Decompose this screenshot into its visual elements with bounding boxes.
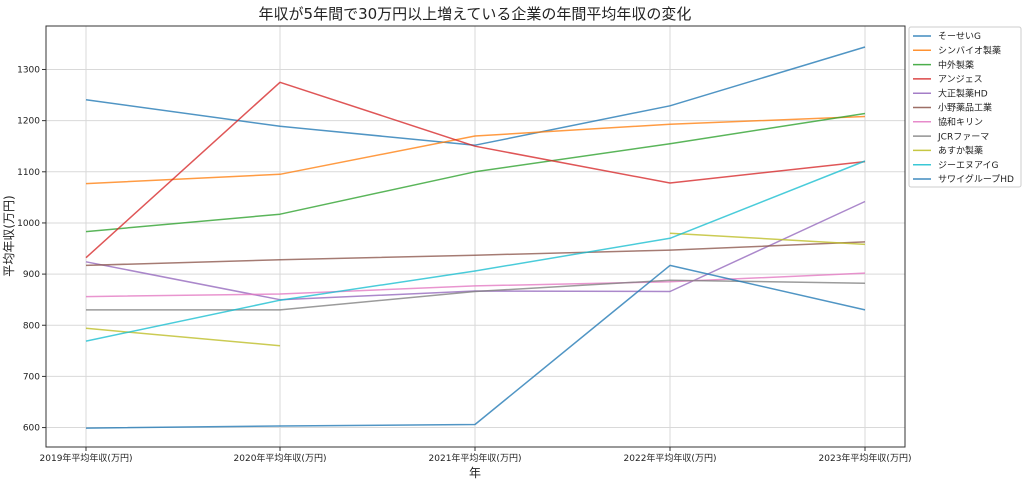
- y-tick-label: 700: [23, 372, 40, 382]
- x-tick-label: 2019年平均年収(万円): [40, 452, 133, 464]
- chart-title: 年収が5年間で30万円以上増えている企業の年間平均年収の変化: [259, 5, 692, 23]
- y-tick-label: 1000: [17, 219, 40, 229]
- grid-lines: [46, 26, 905, 447]
- series-line-7: [86, 279, 866, 311]
- legend-box: [908, 26, 1022, 188]
- series-line-6: [85, 272, 866, 298]
- series-lines: [85, 46, 866, 429]
- y-tick-label: 1300: [17, 65, 40, 75]
- legend-label: JCRファーマ: [937, 132, 989, 142]
- legend-label: あすか製薬: [938, 145, 983, 157]
- legend-label: アンジェス: [938, 75, 983, 85]
- x-axis-ticks: 2019年平均年収(万円) 2020年平均年収(万円) 2021年平均年収(万円) 2…: [40, 447, 912, 464]
- series-line-8: [85, 327, 281, 347]
- y-tick-label: 1200: [17, 117, 40, 127]
- series-line-5: [85, 241, 866, 267]
- x-tick-label: 2022年平均年収(万円): [624, 452, 717, 464]
- x-axis-label: 年: [469, 466, 481, 480]
- series-line-10: [85, 264, 866, 429]
- legend-label: サワイグループHD: [938, 173, 1014, 185]
- y-tick-label: 900: [23, 270, 40, 280]
- y-axis-label: 平均年収(万円): [2, 195, 16, 276]
- legend-label: 大正製薬HD: [938, 87, 988, 99]
- y-axis-ticks: 600 700 800 900 1000 1100 1200 1300: [17, 65, 46, 434]
- legend-label: そーせいG: [938, 31, 981, 42]
- series-line-3: [85, 81, 866, 259]
- y-tick-label: 600: [23, 424, 40, 434]
- y-tick-label: 800: [23, 321, 40, 331]
- legend-label: 小野薬品工業: [938, 102, 992, 114]
- legend-label: ジーエヌアイG: [938, 161, 999, 171]
- y-tick-label: 1100: [17, 168, 40, 178]
- legend-label: 協和キリン: [938, 116, 983, 128]
- legend-label: シンバイオ製薬: [938, 45, 1001, 57]
- x-tick-label: 2021年平均年収(万円): [429, 452, 522, 464]
- x-tick-label: 2023年平均年収(万円): [819, 452, 912, 464]
- series-line-0: [85, 46, 866, 146]
- series-line-8: [669, 232, 866, 246]
- series-line-1: [85, 115, 866, 185]
- x-tick-label: 2020年平均年収(万円): [234, 452, 327, 464]
- legend-label: 中外製薬: [938, 59, 974, 71]
- series-line-2: [85, 112, 866, 233]
- series-line-9: [85, 160, 866, 342]
